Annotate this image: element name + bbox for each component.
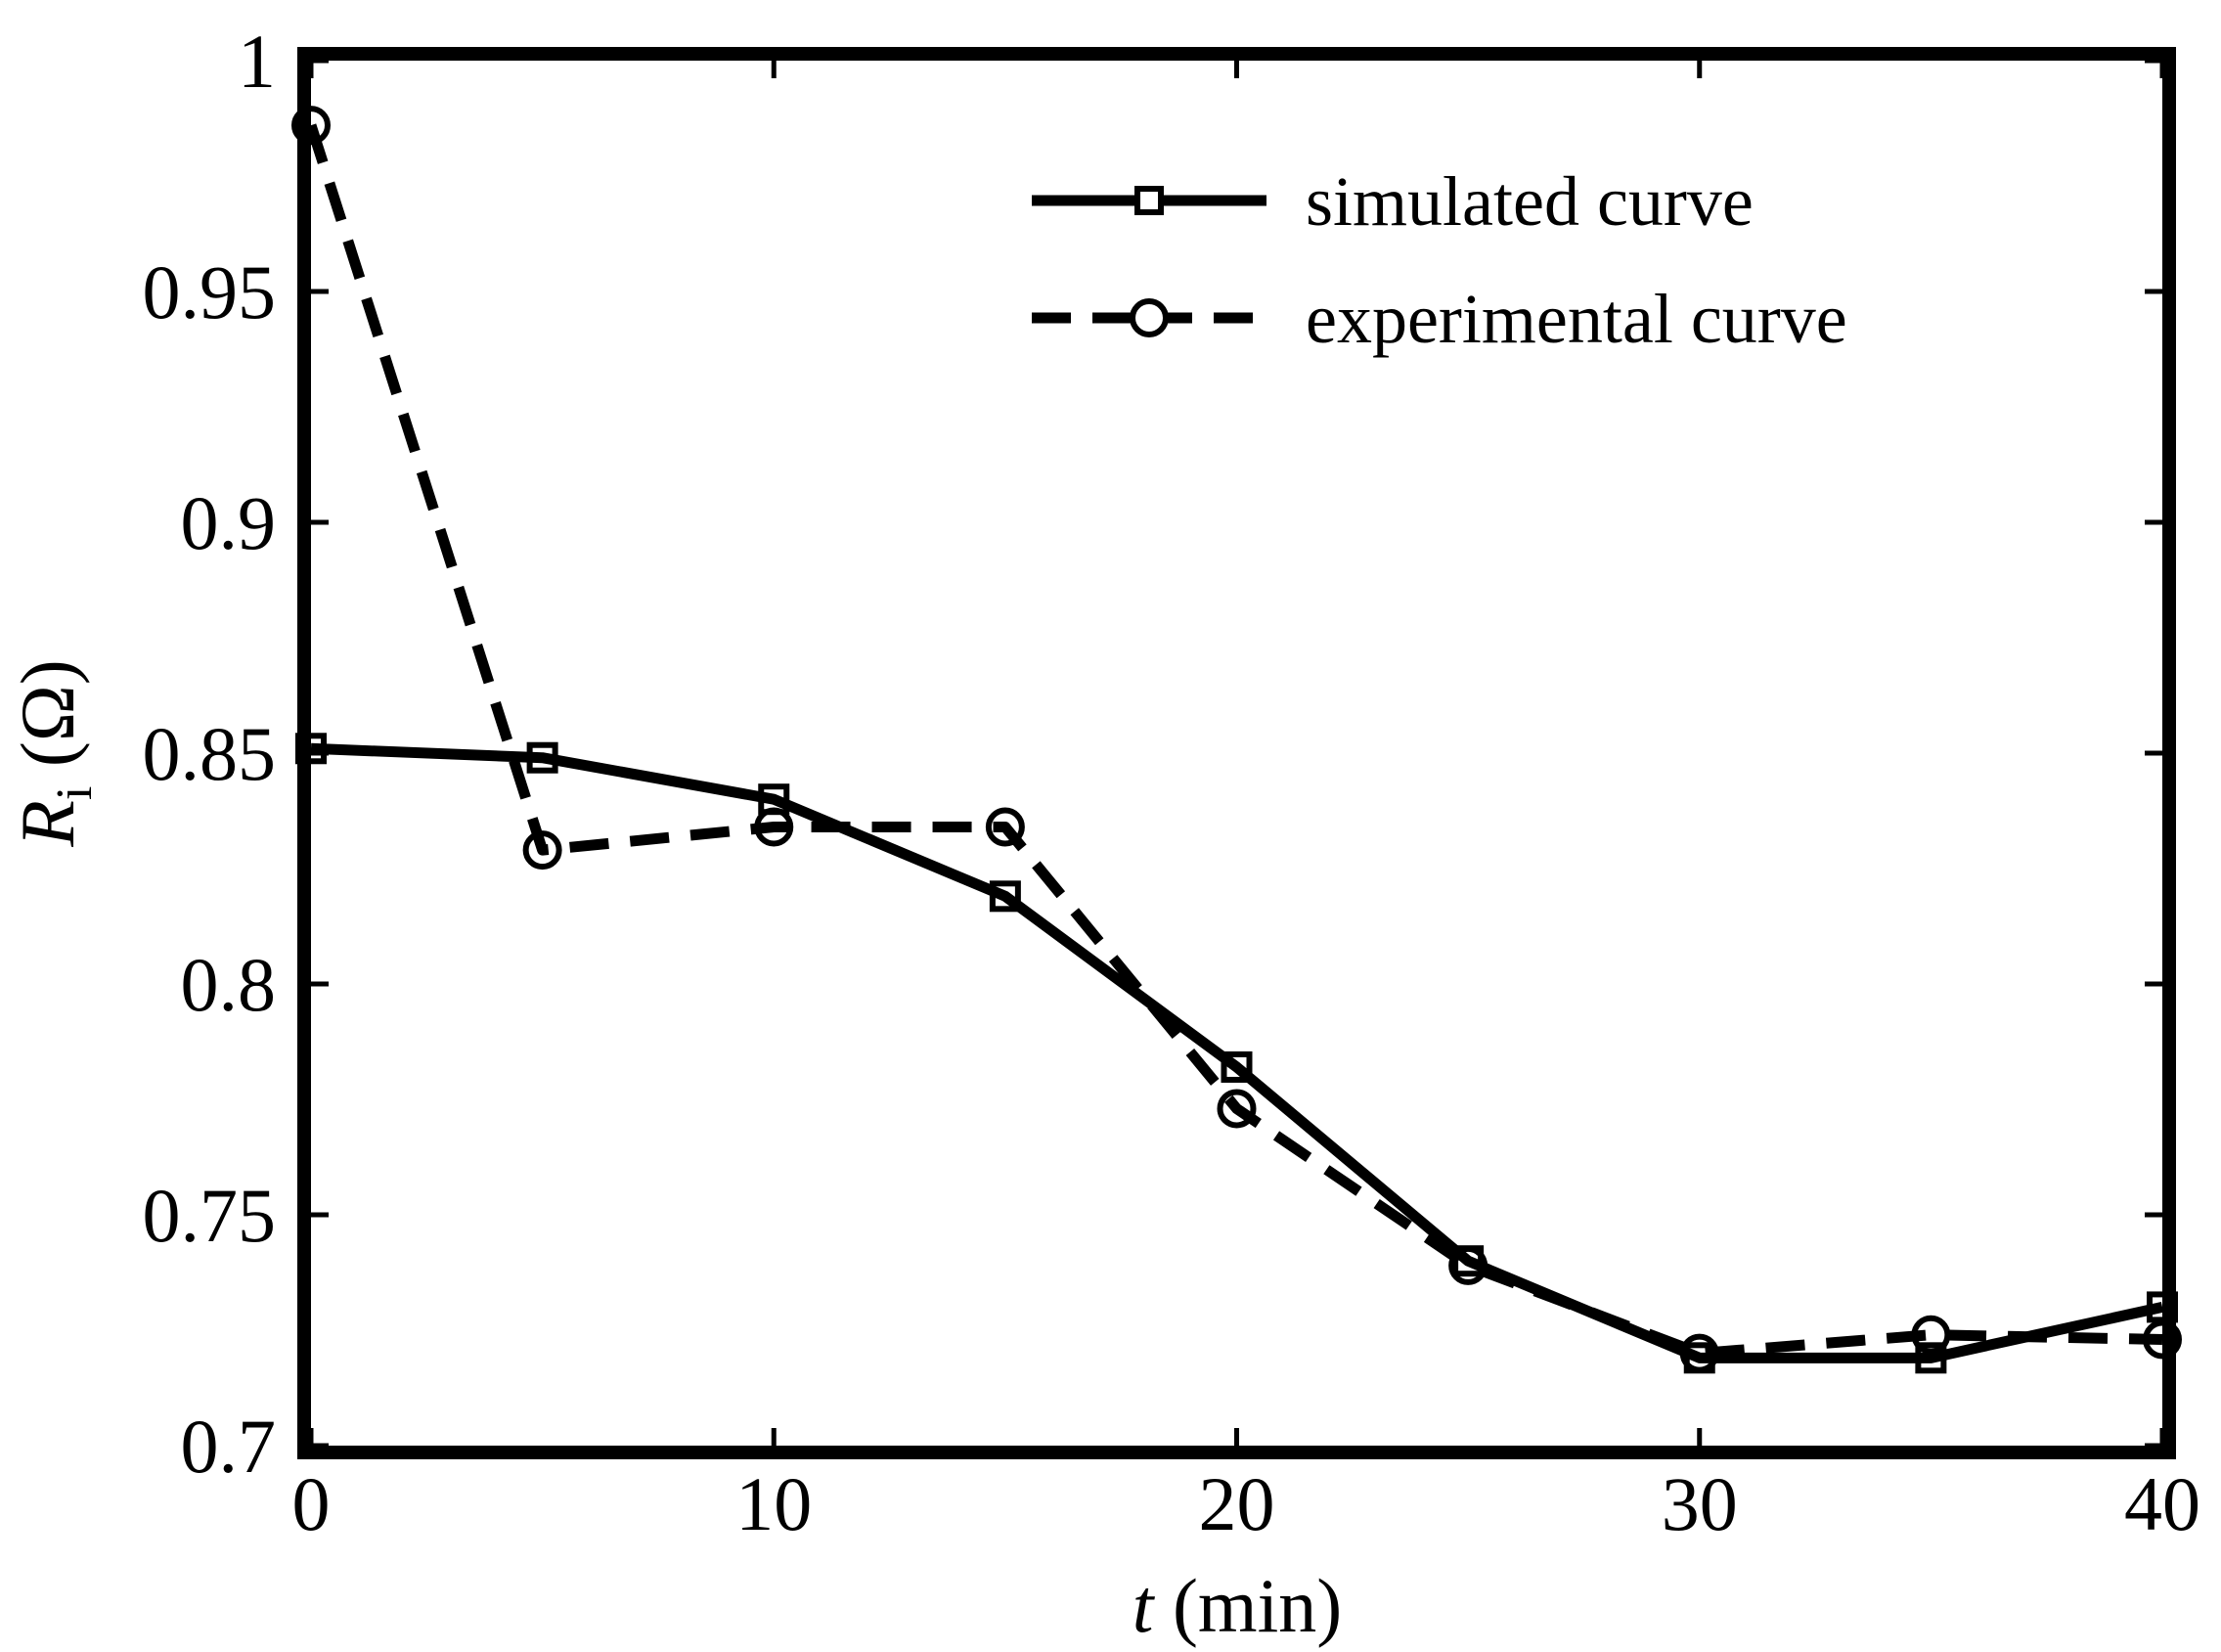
y-tick-label: 1	[238, 19, 276, 104]
data-point-circle	[754, 807, 794, 847]
tick-labels: 0 10 20 30 40 0.7 0.75 0.8 0.85 0.9 0.95 1	[143, 19, 2201, 1546]
legend: simulated curve experimental curve	[1032, 162, 1847, 358]
x-tick-label: 40	[2124, 1461, 2200, 1546]
series-line	[305, 123, 2163, 1360]
legend-item-experimental: experimental curve	[1032, 280, 1847, 358]
legend-label-simulated: simulated curve	[1306, 162, 1754, 241]
data-point-circle	[522, 830, 562, 871]
legend-marker-square	[1134, 186, 1164, 215]
plot-frame	[297, 47, 2176, 1459]
data-point-circle	[1679, 1333, 1719, 1373]
y-axis-title: Ri (Ω)	[5, 659, 103, 848]
y-tick-label: 0.7	[181, 1404, 277, 1489]
series-line	[310, 742, 2164, 1363]
data-point-square	[1221, 1050, 1253, 1083]
y-tick-label: 0.8	[181, 942, 277, 1027]
data-point-circle	[985, 807, 1025, 847]
y-axis-subscript: i	[47, 786, 103, 800]
data-point-circle	[1217, 1089, 1257, 1129]
legend-marker-circle	[1130, 298, 1169, 337]
y-axis-unit: (Ω)	[5, 659, 90, 767]
data-point-circle	[1448, 1245, 1488, 1285]
x-tick-label: 20	[1199, 1461, 1275, 1546]
x-tick-label: 30	[1662, 1461, 1738, 1546]
data-point-square	[1915, 1342, 1947, 1374]
x-axis-unit: (min)	[1173, 1563, 1342, 1648]
y-tick-label: 0.75	[143, 1173, 277, 1258]
data-point-square	[989, 880, 1021, 913]
y-axis-variable: R	[5, 800, 90, 848]
legend-item-simulated: simulated curve	[1032, 162, 1754, 241]
legend-label-experimental: experimental curve	[1306, 280, 1847, 358]
data-point-circle	[1911, 1315, 1951, 1355]
y-tick-label: 0.9	[181, 480, 277, 565]
data-point-square	[526, 741, 558, 774]
x-tick-label: 0	[292, 1461, 331, 1546]
x-axis-title: t (min)	[1133, 1563, 1342, 1648]
x-tick-label: 10	[735, 1461, 812, 1546]
y-tick-label: 0.85	[143, 711, 277, 796]
y-tick-label: 0.95	[143, 249, 277, 335]
x-axis-variable: t	[1133, 1563, 1156, 1648]
